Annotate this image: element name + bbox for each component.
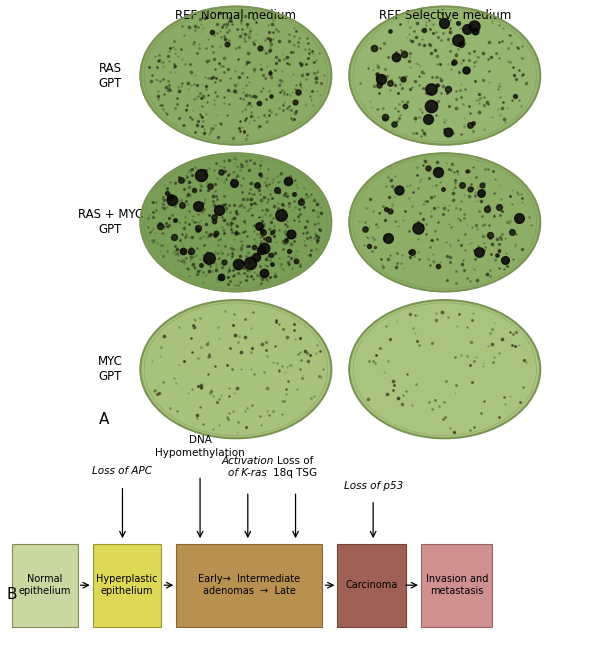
Text: REF Normal medium: REF Normal medium	[175, 8, 297, 21]
Text: Loss of APC: Loss of APC	[93, 467, 152, 476]
Text: Activation
of K-ras: Activation of K-ras	[222, 456, 274, 478]
Text: DNA
Hypomethylation: DNA Hypomethylation	[155, 435, 245, 457]
Text: Loss of
18q TSG: Loss of 18q TSG	[273, 456, 318, 478]
FancyBboxPatch shape	[337, 544, 406, 627]
Text: Loss of p53: Loss of p53	[343, 481, 403, 491]
Text: Hyperplastic
epithelium: Hyperplastic epithelium	[96, 574, 158, 596]
FancyBboxPatch shape	[421, 544, 493, 627]
Text: REF Selective medium: REF Selective medium	[379, 8, 511, 21]
FancyBboxPatch shape	[176, 544, 322, 627]
Text: RAS + MYC
GPT: RAS + MYC GPT	[78, 209, 143, 237]
Circle shape	[140, 154, 331, 292]
Text: MYC
GPT: MYC GPT	[98, 355, 123, 383]
Circle shape	[140, 300, 331, 438]
FancyBboxPatch shape	[93, 544, 161, 627]
Circle shape	[349, 300, 540, 438]
Text: Carcinoma: Carcinoma	[345, 580, 398, 590]
Circle shape	[349, 154, 540, 292]
Text: B: B	[6, 587, 16, 602]
Circle shape	[140, 6, 331, 145]
Text: RAS
GPT: RAS GPT	[99, 62, 122, 89]
Text: Normal
epithelium: Normal epithelium	[19, 574, 71, 596]
Text: Early→  Intermediate
adenomas  →  Late: Early→ Intermediate adenomas → Late	[199, 574, 300, 596]
Text: A: A	[99, 413, 109, 428]
Circle shape	[349, 6, 540, 145]
FancyBboxPatch shape	[12, 544, 78, 627]
Text: Invasion and
metastasis: Invasion and metastasis	[426, 574, 488, 596]
